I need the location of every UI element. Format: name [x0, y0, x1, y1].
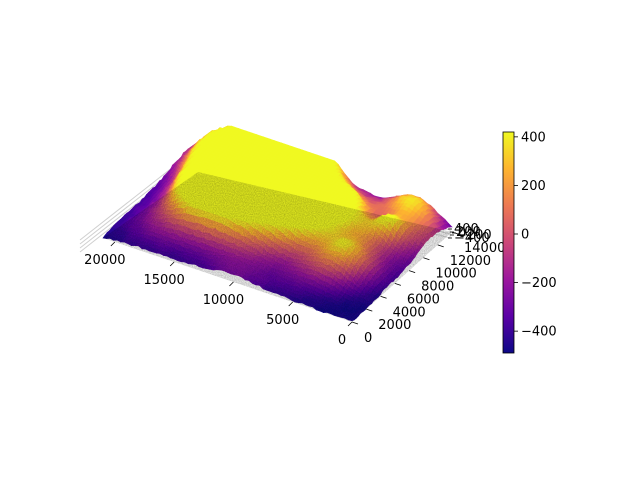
x-tick-mark — [288, 301, 293, 307]
y-tick-mark — [366, 308, 373, 312]
x-tick-mark — [229, 281, 234, 287]
y-tick-label: 10000 — [435, 267, 476, 282]
x-tick-label: 10000 — [203, 293, 244, 308]
colorbar: 400 200 0 −200 −400 — [502, 130, 557, 354]
x-tick-label: 5000 — [266, 313, 299, 328]
z-tick-label: 0 — [458, 226, 466, 241]
y-tick-label: 2000 — [378, 318, 411, 333]
colorbar-gradient — [502, 131, 515, 354]
x-tick-mark — [347, 321, 353, 327]
colorbar-tick-label: −200 — [521, 276, 557, 291]
y-tick-label: 12000 — [450, 254, 491, 269]
x-tick-label: 20000 — [84, 253, 125, 268]
y-tick-mark — [437, 244, 444, 248]
colorbar-tick-label: 0 — [521, 228, 529, 243]
x-tick-label: 0 — [338, 333, 346, 348]
z-tick-label: −200 — [456, 228, 492, 243]
y-tick-label: 0 — [364, 331, 372, 346]
y-tick-mark — [380, 295, 387, 299]
x-tick-mark — [110, 241, 116, 247]
y-tick-label: 8000 — [421, 280, 454, 295]
x-tick-label: 15000 — [143, 273, 184, 288]
x-tick-mark — [169, 261, 175, 267]
z-tick-label: 400 — [454, 222, 479, 237]
y-tick-mark — [409, 270, 416, 273]
z-tick-label: −400 — [454, 231, 490, 246]
y-tick-label: 14000 — [464, 241, 505, 256]
colorbar-tick-label: −400 — [521, 325, 557, 340]
x-axis-ticks: 0 5000 10000 15000 20000 — [84, 241, 353, 348]
colorbar-tick-label: 400 — [521, 130, 546, 145]
y-tick-label: 4000 — [393, 305, 426, 320]
y-tick-label: 6000 — [407, 292, 440, 307]
colorbar-ticks: 400 200 0 −200 −400 — [514, 130, 557, 340]
y-tick-mark — [351, 321, 359, 325]
y-tick-mark — [394, 283, 401, 286]
colorbar-tick-label: 200 — [521, 179, 546, 194]
y-tick-mark — [423, 257, 430, 261]
z-tick-label: 200 — [456, 225, 481, 240]
